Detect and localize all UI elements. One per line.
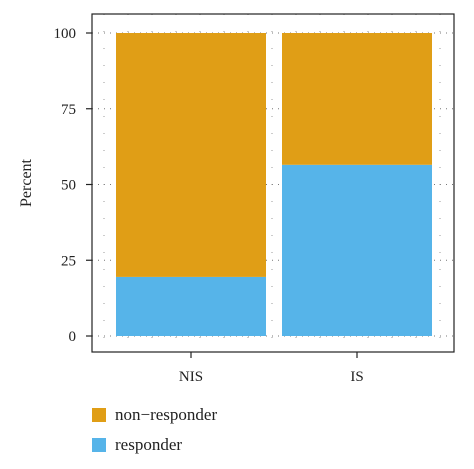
legend-swatch-responder xyxy=(92,438,106,452)
bars xyxy=(116,33,432,336)
x-tick-label: NIS xyxy=(179,369,203,385)
y-tick-label: 0 xyxy=(69,329,77,345)
legend-label-responder: responder xyxy=(115,435,183,454)
y-tick-label: 50 xyxy=(61,178,76,194)
plot-frame xyxy=(91,13,455,353)
bar-is-non-responder xyxy=(282,33,432,165)
legend-item-responder: responder xyxy=(92,430,217,460)
legend-label-non-responder: non−responder xyxy=(115,405,218,424)
legend: non−responder responder xyxy=(92,400,217,460)
bar-is-responder xyxy=(282,164,432,336)
y-axis-title: Percent xyxy=(18,158,35,207)
y-tick-label: 75 xyxy=(61,102,76,118)
y-axis: 0 25 50 75 100 xyxy=(54,26,92,345)
x-tick-label: IS xyxy=(350,369,363,385)
bar-nis-non-responder xyxy=(116,33,266,277)
y-tick-label: 25 xyxy=(61,253,76,269)
bar-nis-responder xyxy=(116,276,266,336)
y-tick-label: 100 xyxy=(54,26,77,42)
legend-swatch-non-responder xyxy=(92,408,106,422)
legend-item-non-responder: non−responder xyxy=(92,400,217,430)
chart: 0 25 50 75 100 NIS IS Percent xyxy=(18,13,455,385)
x-axis: NIS IS xyxy=(179,352,364,385)
